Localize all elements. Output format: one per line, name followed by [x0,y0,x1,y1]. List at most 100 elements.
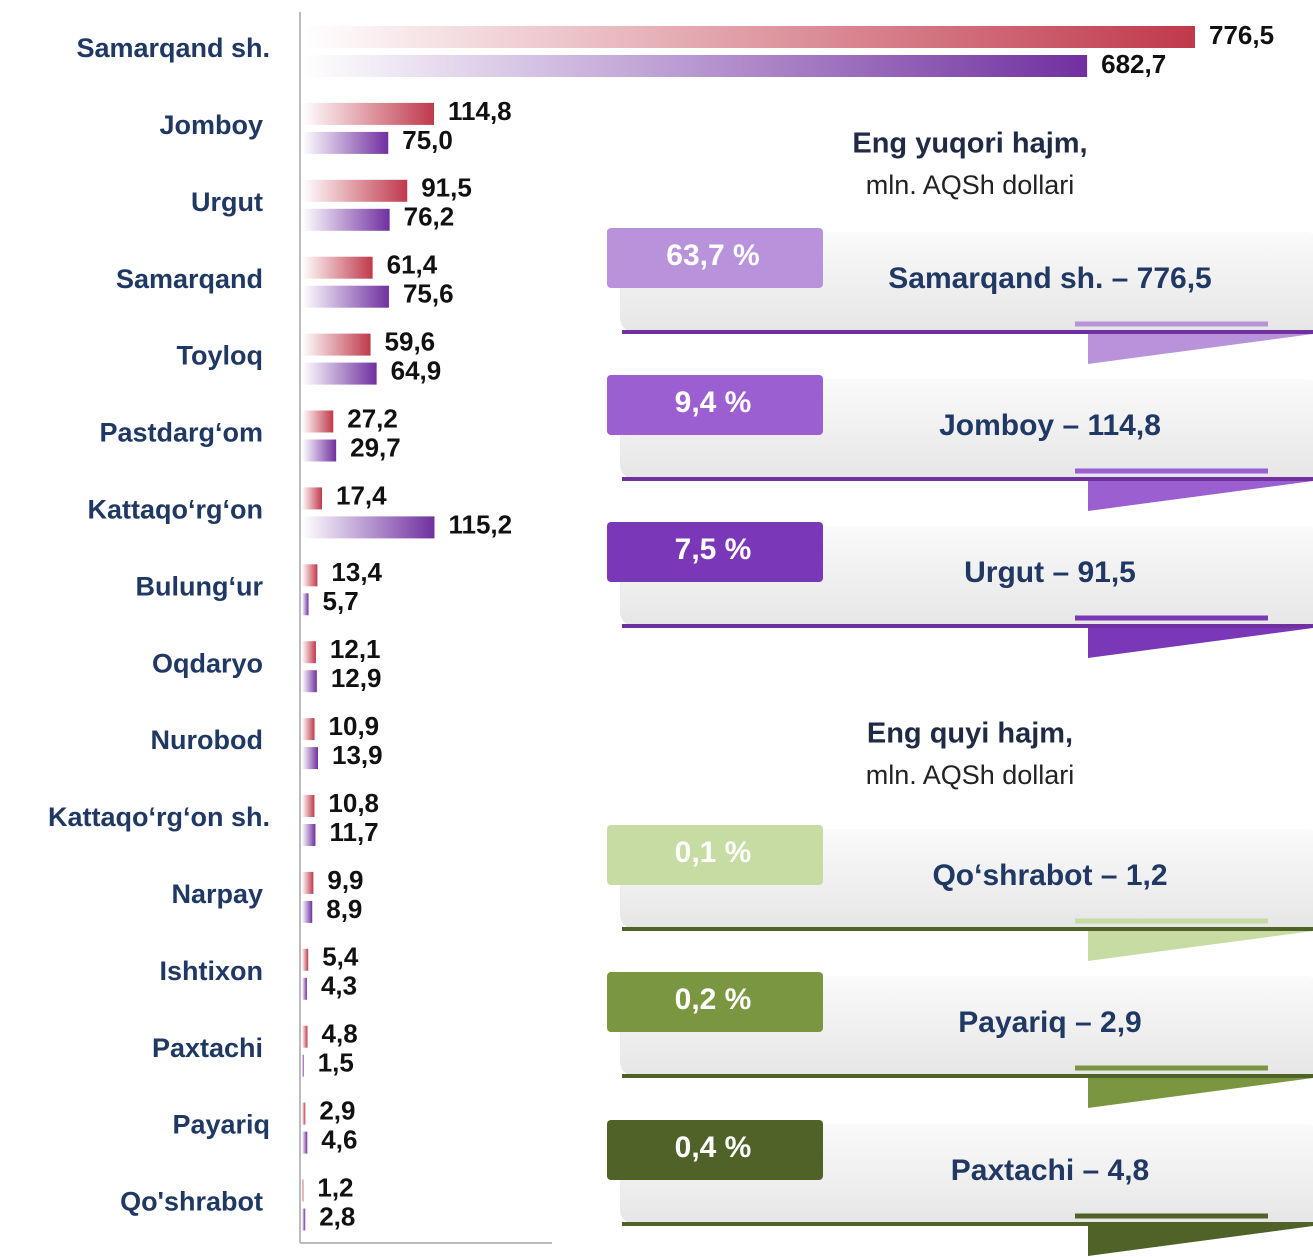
bar [302,131,389,154]
bar [302,333,371,356]
callout-label: Payariq – 2,9 [958,1006,1141,1039]
value-label: 115,2 [448,509,512,539]
value-label: 13,4 [331,557,382,587]
percent-label: 7,5 % [675,533,752,566]
callout-ribbon [1088,1078,1313,1108]
bar [302,26,1195,48]
callout-label: Urgut – 91,5 [964,556,1136,589]
percent-tab [607,972,823,1032]
callout-ribbon [1088,481,1313,511]
bar [302,179,408,202]
value-label: 1,2 [317,1172,353,1202]
value-label: 4,8 [322,1019,358,1049]
category-label: Kattaqo‘rg‘on sh. [48,802,270,832]
percent-label: 0,2 % [675,983,752,1016]
category-label: Jomboy [159,110,263,140]
value-label: 4,3 [321,971,357,1001]
bar [302,977,307,1000]
value-label: 114,8 [448,96,512,126]
value-label: 13,9 [332,740,383,770]
bar [302,795,315,817]
category-label: Kattaqo‘rg‘on [88,495,264,525]
bar [302,1131,308,1154]
percent-label: 0,1 % [675,836,752,869]
callout-label: Jomboy – 114,8 [939,409,1161,442]
bar [302,871,314,894]
value-label: 5,7 [323,586,359,616]
bar [302,516,435,539]
bar [302,256,373,279]
category-label: Samarqand [116,264,263,294]
value-label: 75,0 [402,125,453,155]
callout-ribbon [1088,931,1313,961]
percent-tab [607,228,823,288]
callout-label: Paxtachi – 4,8 [951,1154,1149,1187]
percent-label: 9,4 % [675,386,752,419]
panel-subtitle: mln. AQSh dollari [866,760,1075,790]
bar [302,1025,308,1048]
value-label: 4,6 [321,1124,357,1154]
value-label: 12,1 [330,634,381,664]
category-label: Paxtachi [152,1033,263,1063]
category-label: Ishtixon [159,956,263,986]
value-label: 776,5 [1209,20,1274,50]
callout-ribbon [1088,334,1313,364]
bar [302,593,309,616]
bar [302,410,334,433]
value-label: 5,4 [322,942,359,972]
bar [302,670,317,693]
bar [302,1102,306,1125]
callout-ribbon [1088,628,1313,658]
value-label: 11,7 [329,817,378,847]
bar [302,900,313,923]
value-label: 8,9 [326,894,362,924]
value-label: 59,6 [385,326,436,356]
percent-tab [607,825,823,885]
category-label: Urgut [191,187,263,217]
value-label: 76,2 [404,202,455,232]
value-label: 91,5 [421,173,472,203]
bar [302,487,323,510]
value-label: 1,5 [318,1048,354,1078]
bar [302,1208,306,1231]
category-label: Qo'shrabot [120,1187,263,1217]
category-label: Bulung‘ur [136,571,264,601]
bar [302,641,316,664]
callout-label: Qo‘shrabot – 1,2 [932,859,1167,892]
value-label: 10,8 [328,788,379,818]
panel-subtitle: mln. AQSh dollari [866,170,1075,200]
value-label: 64,9 [391,355,442,385]
percent-label: 63,7 % [666,239,759,272]
callout-ribbon [1088,1226,1313,1256]
callout-label: Samarqand sh. – 776,5 [888,262,1212,295]
bar [302,208,390,231]
category-label: Pastdarg‘om [99,418,263,448]
bar [302,55,1088,77]
bar [302,285,389,308]
percent-tab [607,522,823,582]
bar [302,439,337,462]
bar [302,747,318,770]
bar [302,362,377,385]
category-label: Nurobod [151,725,263,755]
value-label: 12,9 [331,663,382,693]
panel-title: Eng quyi hajm, [867,718,1073,750]
category-label: Samarqand sh. [76,33,270,63]
value-label: 29,7 [350,432,401,462]
value-label: 2,8 [319,1201,355,1231]
percent-tab [607,1120,823,1180]
bar [302,564,318,587]
bar [302,824,316,846]
value-label: 10,9 [329,711,380,741]
bar [302,948,309,971]
value-label: 17,4 [336,480,387,510]
value-label: 682,7 [1101,49,1166,79]
value-label: 9,9 [327,865,363,895]
value-label: 2,9 [319,1095,355,1125]
value-label: 27,2 [347,403,398,433]
value-label: 75,6 [403,279,454,309]
panel-title: Eng yuqori hajm, [852,128,1087,160]
category-label: Narpay [171,879,263,909]
bar [302,1054,304,1077]
